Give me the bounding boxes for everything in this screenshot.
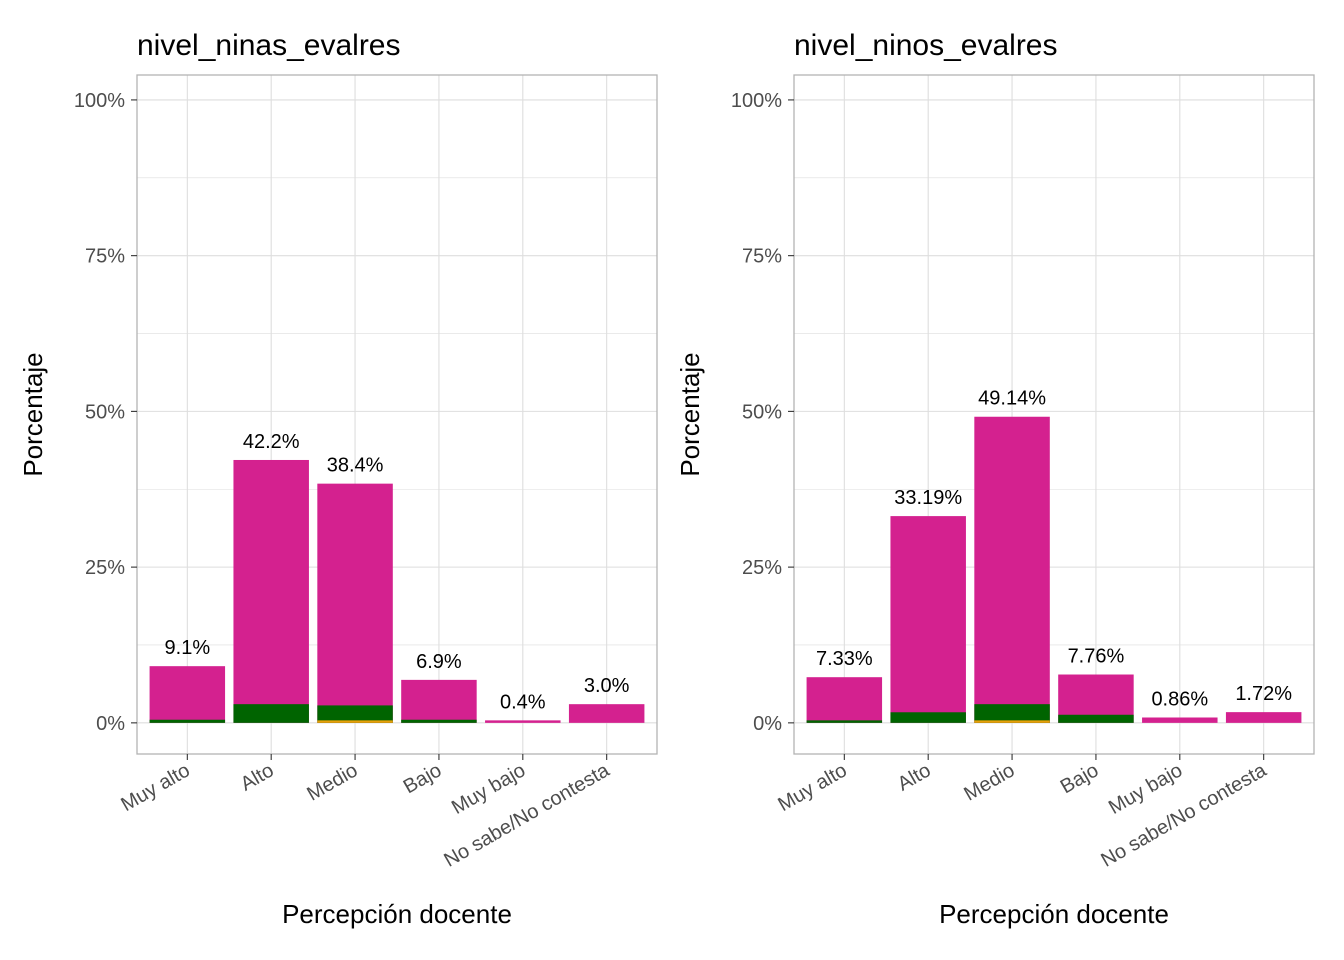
y-tick-label: 50% <box>85 401 125 423</box>
data-label: 1.72% <box>1235 683 1292 705</box>
bar-green-segment <box>233 704 309 723</box>
x-axis-title: Percepción docente <box>939 899 1169 929</box>
data-label: 33.19% <box>894 487 962 509</box>
y-tick-label: 0% <box>96 713 125 735</box>
y-tick-label: 100% <box>731 90 782 112</box>
x-tick-label: Alto <box>894 759 935 795</box>
bar-alto <box>233 459 309 723</box>
data-label: 7.33% <box>816 648 873 670</box>
chart-panel-1: 9.1% 42.2% 38.4% 6.9% 0.4% 3.0% 0% 25% 50% 75% 100… <box>18 29 658 929</box>
data-label: 7.76% <box>1068 646 1125 668</box>
bar-orange-segment <box>317 720 393 723</box>
x-tick-label: Medio <box>960 759 1018 805</box>
x-tick-label: Alto <box>237 759 278 795</box>
bar-green-segment <box>149 719 226 723</box>
panel-border <box>793 74 1315 755</box>
x-tick-label: Bajo <box>400 759 446 798</box>
bar-muy-alto <box>149 666 226 723</box>
bar-green-segment <box>806 720 883 723</box>
data-label: 38.4% <box>327 455 384 477</box>
y-axis-title: Porcentaje <box>675 352 705 476</box>
x-tick-label: Muy alto <box>117 759 193 816</box>
bar-no-sabe-no-contesta <box>568 704 645 723</box>
bar-muy-bajo <box>1142 717 1218 723</box>
y-tick-label: 75% <box>85 246 125 268</box>
bar-medio <box>974 416 1050 723</box>
bar-muy-bajo <box>485 720 561 723</box>
y-tick-label: 25% <box>85 557 125 579</box>
data-label: 6.9% <box>416 651 462 673</box>
data-label: 49.14% <box>978 388 1046 410</box>
data-label: 3.0% <box>584 675 630 697</box>
bar-alto <box>890 516 966 723</box>
y-tick-label: 50% <box>742 401 782 423</box>
bar-green-segment <box>890 712 966 723</box>
chart-panel-2: 7.33% 33.19% 49.14% 7.76% 0.86% 1.72% 0% 25% 50%… <box>675 29 1315 929</box>
bar-orange-segment <box>974 720 1050 723</box>
x-tick-label: Muy alto <box>774 759 850 816</box>
x-tick-label: Medio <box>303 759 361 805</box>
chart-title: nivel_ninos_evalres <box>794 29 1058 62</box>
chart-title: nivel_ninas_evalres <box>137 29 401 62</box>
bar-green-segment <box>974 704 1050 723</box>
bar-muy-alto <box>806 677 883 723</box>
y-tick-label: 100% <box>74 90 125 112</box>
x-axis-title: Percepción docente <box>282 899 512 929</box>
panel-border <box>136 74 658 755</box>
y-tick-label: 0% <box>753 713 782 735</box>
data-label: 42.2% <box>243 431 300 453</box>
data-label: 9.1% <box>165 637 211 659</box>
bar-medio <box>317 483 393 723</box>
bar-green-segment <box>317 705 393 723</box>
data-label: 0.86% <box>1151 688 1208 710</box>
y-tick-label: 25% <box>742 557 782 579</box>
bar-no-sabe-no-contesta <box>1225 712 1302 723</box>
data-label: 0.4% <box>500 691 546 713</box>
bar-green-segment <box>401 719 477 723</box>
y-tick-label: 75% <box>742 246 782 268</box>
y-axis-title: Porcentaje <box>18 352 48 476</box>
bar-bajo <box>401 679 477 723</box>
bar-green-segment <box>1058 714 1134 723</box>
x-tick-label: Bajo <box>1057 759 1103 798</box>
